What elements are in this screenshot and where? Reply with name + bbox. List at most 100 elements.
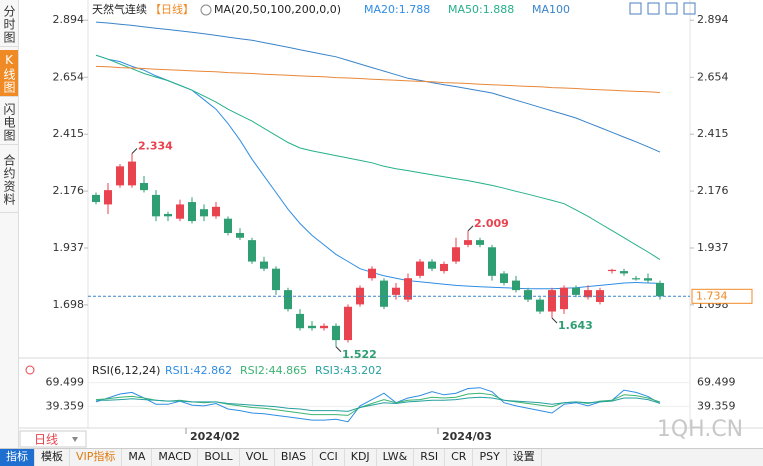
chart-background xyxy=(19,0,763,448)
candle-body xyxy=(176,204,184,219)
watermark: 1QH.CN xyxy=(657,417,743,442)
toolbar-button[interactable]: RSI xyxy=(414,449,446,466)
y-tick-label: 39.359 xyxy=(46,399,85,412)
toolbar-button[interactable]: LW& xyxy=(377,449,415,466)
candle-body xyxy=(296,313,304,329)
icon[interactable] xyxy=(665,2,678,15)
candle-body xyxy=(656,282,664,297)
label-leader xyxy=(335,346,342,353)
candle-body xyxy=(440,263,448,272)
legend-entry: RSI3:43.202 xyxy=(315,364,382,377)
candle-body xyxy=(380,280,388,307)
candle-body xyxy=(632,278,640,280)
candle-body xyxy=(548,290,556,312)
high-label: 2.334 xyxy=(138,139,173,152)
add-icon xyxy=(200,4,212,16)
y-tick-label: 2.415 xyxy=(53,127,85,140)
y-tick-label: 2.654 xyxy=(53,70,85,83)
toolbar-button[interactable]: MACD xyxy=(152,449,199,466)
candle-body xyxy=(248,240,256,262)
last-price-box xyxy=(691,288,753,304)
candle-body xyxy=(332,325,340,341)
candle-body xyxy=(392,287,400,295)
indicator-line xyxy=(95,65,661,93)
candle-body xyxy=(128,161,136,186)
low-label: 1.643 xyxy=(558,319,593,332)
candle-body xyxy=(584,290,592,298)
toolbar-button[interactable]: VOL xyxy=(240,449,275,466)
toolbar-button[interactable]: CR xyxy=(445,449,474,466)
indicator-name: MA(20,50,100,200,0,0) xyxy=(214,3,341,16)
toolbar-button[interactable]: PSY xyxy=(473,449,507,466)
y-tick-label: 2.894 xyxy=(53,13,85,26)
indicator-line xyxy=(95,387,661,423)
y-tick-label: 69.499 xyxy=(46,376,85,389)
sidebar-tab[interactable]: 合约资料 xyxy=(0,148,18,213)
icon[interactable] xyxy=(683,2,696,15)
toolbar-button[interactable]: BIAS xyxy=(275,449,314,466)
period-label[interactable]: 日线 xyxy=(34,433,58,447)
y-tick-label: 2.654 xyxy=(697,70,729,83)
candle-body xyxy=(572,287,580,295)
indicator-line xyxy=(96,396,661,412)
candle-body xyxy=(212,206,220,217)
toolbar-button[interactable]: KDJ xyxy=(345,449,377,466)
toolbar-button[interactable]: BOLL xyxy=(198,449,240,466)
candle-body xyxy=(512,280,520,291)
sidebar-tab[interactable]: 闪电图 xyxy=(0,100,18,145)
toolbar-button[interactable]: 指标 xyxy=(0,449,35,466)
toolbar-button[interactable]: MA xyxy=(122,449,153,466)
candle-body xyxy=(344,306,352,341)
toolbar-button[interactable]: CCI xyxy=(313,449,345,466)
period-select[interactable] xyxy=(19,430,87,448)
sidebar-tab[interactable]: K线图 xyxy=(0,50,18,97)
toolbar-button[interactable]: 设置 xyxy=(507,449,542,466)
candle-body xyxy=(476,240,484,245)
candle-body xyxy=(260,261,268,269)
y-tick-label: 2.894 xyxy=(697,13,729,26)
candle-body xyxy=(152,194,160,217)
candle-body xyxy=(536,299,544,312)
period-tag: 【日线】 xyxy=(150,2,194,16)
dropdown-arrow xyxy=(72,437,78,442)
candle-body xyxy=(284,290,292,310)
candle-body xyxy=(308,325,316,329)
indicator-line xyxy=(95,21,661,153)
candle-body xyxy=(188,202,196,222)
icon[interactable] xyxy=(647,2,660,15)
legend-entry: MA20:1.788 xyxy=(364,3,430,16)
window-icons[interactable] xyxy=(629,2,696,15)
candle-body xyxy=(368,268,376,279)
sidebar-tab[interactable]: 分时图 xyxy=(0,2,18,47)
y-tick-label: 2.176 xyxy=(697,184,729,197)
chart: 日线 1QH.CN 2.894 2.894 2.654 2.654 2.415 2.415… xyxy=(19,0,763,448)
x-tick-label: 2024/02 xyxy=(190,430,240,443)
candle-body xyxy=(608,269,616,272)
candle-body xyxy=(452,247,460,262)
legend-entry: MA50:1.888 xyxy=(448,3,514,16)
candle-body xyxy=(524,290,532,300)
y-tick-label: 39.359 xyxy=(697,399,736,412)
x-tick-label: 2024/03 xyxy=(442,430,492,443)
label-leader xyxy=(467,225,474,232)
icon[interactable] xyxy=(629,2,642,15)
indicator-line xyxy=(95,54,661,261)
candle-body xyxy=(164,213,172,217)
high-label: 2.009 xyxy=(474,217,509,230)
legend-entry: RSI2:44.865 xyxy=(240,364,307,377)
last-price-label: 1.734 xyxy=(696,289,728,302)
legend-entry: MA100 xyxy=(532,3,570,16)
candle-body xyxy=(404,278,412,300)
candle-body xyxy=(140,183,148,191)
low-label: 1.522 xyxy=(342,348,377,361)
legend-entry: RSI1:42.862 xyxy=(165,364,232,377)
rsi-icon xyxy=(25,365,35,375)
toolbar: 指标 模板 VIP指标 MA MACD BOLL VOL BIAS CCI KDJ LW& RSI CR… xyxy=(0,448,763,466)
y-tick-label: 1.698 xyxy=(53,298,85,311)
y-tick-label: 1.937 xyxy=(53,241,85,254)
toolbar-button[interactable]: VIP指标 xyxy=(70,449,123,466)
candle-body xyxy=(236,232,244,238)
toolbar-button[interactable]: 模板 xyxy=(35,449,70,466)
candle-body xyxy=(560,287,568,310)
